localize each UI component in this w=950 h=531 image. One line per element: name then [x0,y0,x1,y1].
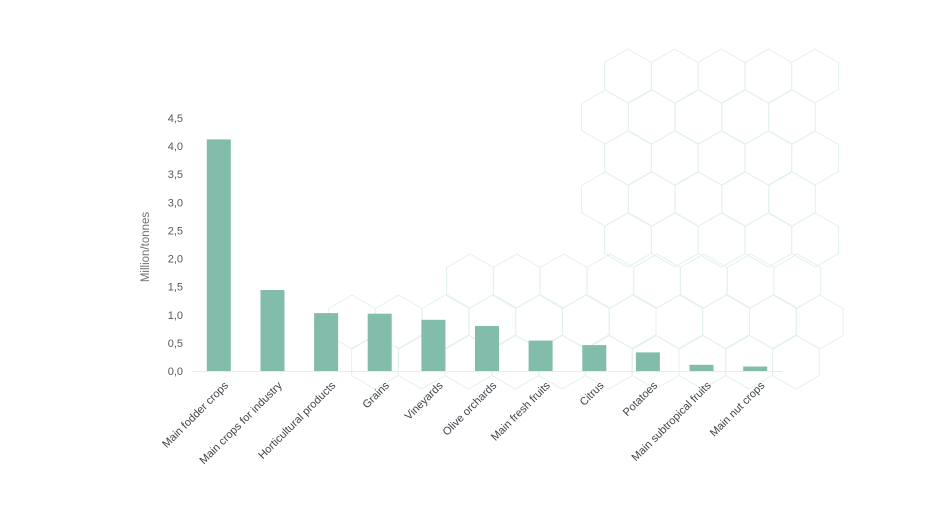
hexagon-decoration [744,212,793,268]
y-tick-label: 4,0 [168,141,183,153]
hexagon-decoration [674,171,723,227]
hexagon-decoration [674,89,723,145]
bar [743,366,768,371]
bar [582,345,607,371]
bar [260,290,285,371]
hexagon-decoration [721,171,770,227]
bar [635,352,660,371]
x-category-label: Citrus [578,379,607,408]
hexagon-decoration [795,294,844,350]
hexagon-decoration [650,130,699,186]
bar [689,364,714,371]
hexagon-decoration [768,89,816,145]
bar-series [206,139,768,371]
hexagon-decoration [604,48,652,104]
x-category-label: Main nut crops [708,379,768,439]
hexagon-decoration [678,334,727,390]
hexagon-decoration [721,89,770,145]
y-tick-label: 3,0 [168,197,183,209]
hexagon-decoration [791,130,839,186]
bar [475,326,499,371]
hexagon-decoration [791,48,839,104]
hexagon-decoration [772,334,820,390]
bar [421,319,446,371]
y-tick-label: 2,0 [168,254,183,266]
hexagon-decoration [744,48,793,104]
hexagon-decoration [581,171,629,227]
y-axis-ticks: 0,0 0,5 1,0 1,5 2,0 2,5 3,0 3,5 4,0 4,5 [168,113,183,378]
bar [528,340,553,371]
hexagon-decoration [604,212,652,268]
hexagon-decoration [697,48,746,104]
x-category-label: Grains [361,379,393,411]
hexagon-decoration [650,48,699,104]
hexagon-decoration [627,171,676,227]
hexagon-decoration [604,130,652,186]
hexagon-decoration [744,130,793,186]
hexagon-decoration [650,212,699,268]
bar [367,313,392,371]
y-axis-title: Million/tonnes [140,212,152,283]
y-tick-label: 2,5 [168,225,183,237]
hexagon-decoration [791,212,839,268]
hexagon-decoration [627,89,676,145]
hexagon-decoration [697,130,746,186]
hexagon-background-pattern [328,48,844,390]
bar [314,313,339,371]
hexagon-decoration [725,334,773,390]
y-tick-label: 1,5 [168,282,183,294]
hexagon-decoration [581,89,629,145]
x-category-label: Potatoes [621,379,661,419]
y-tick-label: 0,0 [168,366,183,378]
y-tick-label: 1,0 [168,310,183,322]
y-tick-label: 4,5 [168,113,183,125]
hexagon-decoration [697,212,746,268]
y-tick-label: 3,5 [168,169,183,181]
hexagon-decoration [768,171,816,227]
x-category-label: Main fresh fruits [489,379,553,443]
bar [206,139,231,371]
y-tick-label: 0,5 [168,338,183,350]
x-category-label: Vineyards [403,379,446,422]
